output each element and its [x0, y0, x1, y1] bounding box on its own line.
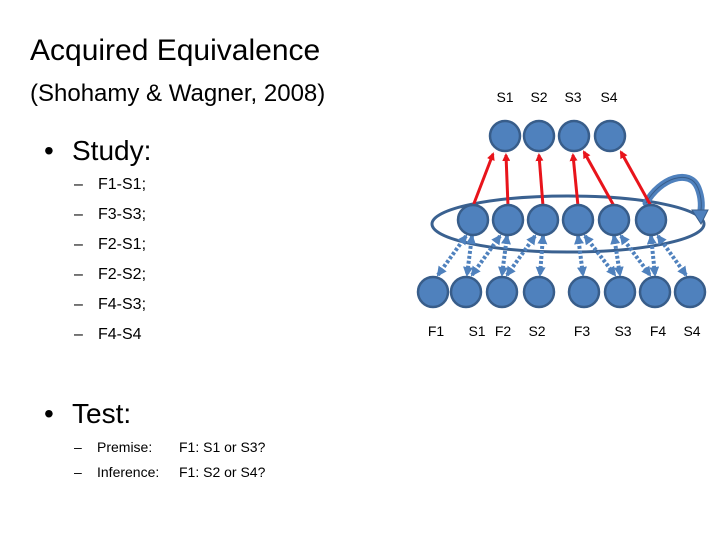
study-item: – F4-S3;	[74, 296, 147, 313]
node-bottom-f3	[567, 275, 601, 309]
test-heading: • Test:	[44, 398, 132, 429]
dash-icon: –	[74, 296, 83, 313]
node-top-s4	[593, 119, 627, 153]
node-bottom-s1	[449, 275, 483, 309]
dash-icon: –	[74, 176, 83, 193]
test-item-premise: – Premise: F1: S1 or S3?	[74, 439, 266, 455]
bottom-label-s3: S3	[614, 323, 631, 339]
node-middle	[526, 203, 560, 237]
slide-subtitle: (Shohamy & Wagner, 2008)	[30, 80, 326, 107]
bottom-labels: F1 S1 F2 S2 F3 S3 F4 S4	[428, 323, 701, 339]
node-middle	[597, 203, 631, 237]
top-labels: S1 S2 S3 S4	[496, 89, 617, 105]
bottom-label-s2: S2	[528, 323, 545, 339]
dash-icon: –	[74, 206, 83, 223]
bottom-label-f2: F2	[495, 323, 512, 339]
study-item: – F4-S4	[74, 326, 142, 343]
test-section: • Test: – Premise: F1: S1 or S3? – Inference…	[44, 398, 265, 481]
middle-nodes	[456, 203, 668, 237]
bullet-icon: •	[44, 135, 54, 166]
node-bottom-s4	[673, 275, 707, 309]
top-nodes	[488, 119, 627, 153]
study-item: – F3-S3;	[74, 206, 147, 223]
bottom-label-f3: F3	[574, 323, 591, 339]
curved-arrow-icon	[642, 173, 709, 226]
study-heading: • Study:	[44, 135, 152, 166]
bottom-label-s4: S4	[683, 323, 700, 339]
node-bottom-f4	[638, 275, 672, 309]
node-top-s2	[522, 119, 556, 153]
dotted-arrows	[436, 234, 688, 277]
dash-icon: –	[74, 439, 82, 455]
node-bottom-s3	[603, 275, 637, 309]
top-label-s1: S1	[496, 89, 513, 105]
dash-icon: –	[74, 266, 83, 283]
study-item: – F2-S1;	[74, 236, 147, 253]
bottom-label-f1: F1	[428, 323, 445, 339]
node-middle	[634, 203, 668, 237]
bottom-label-s1: S1	[468, 323, 485, 339]
slide-title: Acquired Equivalence	[30, 34, 321, 67]
study-section: • Study: – F1-S1; – F3-S3; – F2-S1; – F2-S2; …	[44, 135, 151, 345]
node-top-s1	[488, 119, 522, 153]
bullet-icon: •	[44, 398, 54, 429]
bottom-label-f4: F4	[650, 323, 667, 339]
study-item: – F1-S1;	[74, 176, 147, 193]
node-middle	[491, 203, 525, 237]
node-middle	[456, 203, 490, 237]
dash-icon: –	[74, 236, 83, 253]
study-item: – F2-S2;	[74, 266, 147, 283]
node-bottom-f2	[485, 275, 519, 309]
node-bottom-f1	[416, 275, 450, 309]
dash-icon: –	[74, 464, 82, 480]
node-top-s3	[557, 119, 591, 153]
top-label-s4: S4	[600, 89, 617, 105]
ellipse-group-outline	[430, 194, 706, 254]
bottom-nodes	[416, 275, 707, 309]
red-arrows	[471, 150, 653, 207]
node-bottom-s2	[522, 275, 556, 309]
top-label-s3: S3	[564, 89, 581, 105]
node-middle	[561, 203, 595, 237]
top-label-s2: S2	[530, 89, 547, 105]
test-item-inference: – Inference: F1: S2 or S4?	[74, 464, 266, 480]
dash-icon: –	[74, 326, 83, 343]
